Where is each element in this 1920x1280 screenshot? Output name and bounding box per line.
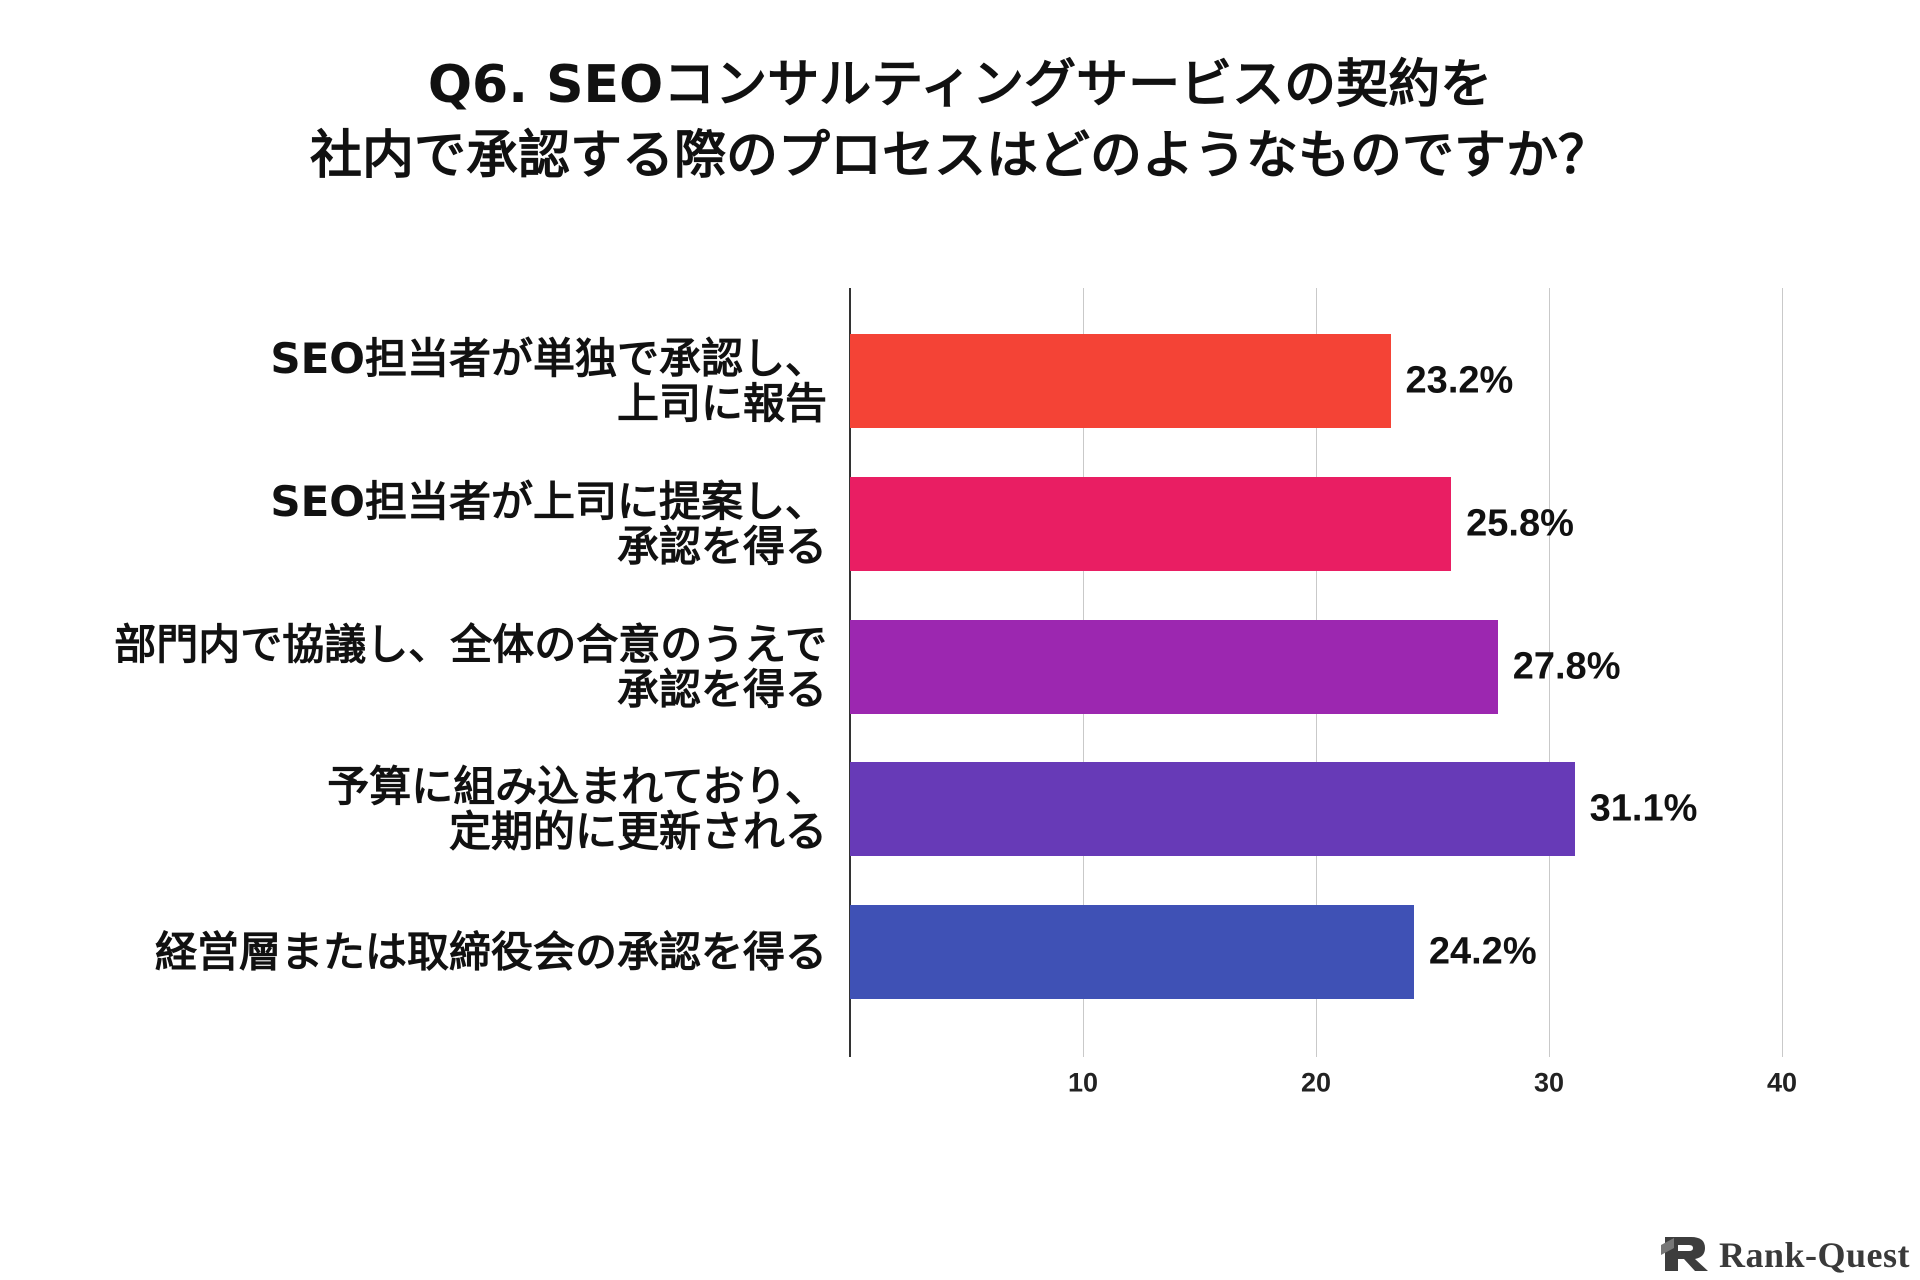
bar-1 — [850, 334, 1391, 428]
gridline-40 — [1781, 288, 1783, 1057]
value-label-2: 25.8% — [1466, 502, 1574, 545]
gridline-30 — [1548, 288, 1550, 1057]
value-label-4: 31.1% — [1589, 787, 1698, 830]
value-label-1: 23.2% — [1405, 359, 1514, 402]
value-label-5: 24.2% — [1428, 930, 1537, 973]
category-label-4: 予算に組み込まれており、 定期的に更新される — [327, 762, 827, 857]
brand-logo: Rank-Quest — [1660, 1233, 1910, 1277]
bar-2 — [850, 476, 1452, 571]
category-label-1: SEO担当者が単独で承認し、 上司に報告 — [270, 334, 827, 428]
chart-title: Q6. SEOコンサルティングサービスの契約を 社内で承認する際のプロセスはどの… — [309, 55, 1610, 186]
rank-quest-logo-icon — [1660, 1233, 1711, 1277]
x-tick-label-40: 40 — [1766, 1067, 1798, 1098]
brand-name: Rank-Quest — [1718, 1235, 1910, 1275]
bar-4 — [850, 762, 1575, 857]
x-tick-label-10: 10 — [1067, 1067, 1099, 1098]
x-tick-label-20: 20 — [1300, 1067, 1332, 1098]
category-label-5: 経営層または取締役会の承認を得る — [154, 927, 827, 977]
bar-5 — [850, 905, 1414, 1000]
x-tick-label-30: 30 — [1533, 1067, 1565, 1098]
value-label-3: 27.8% — [1512, 645, 1621, 688]
category-label-2: SEO担当者が上司に提案し、 承認を得る — [270, 476, 827, 571]
bar-3 — [850, 619, 1498, 714]
category-label-3: 部門内で協議し、全体の合意のうえで 承認を得る — [114, 619, 827, 714]
